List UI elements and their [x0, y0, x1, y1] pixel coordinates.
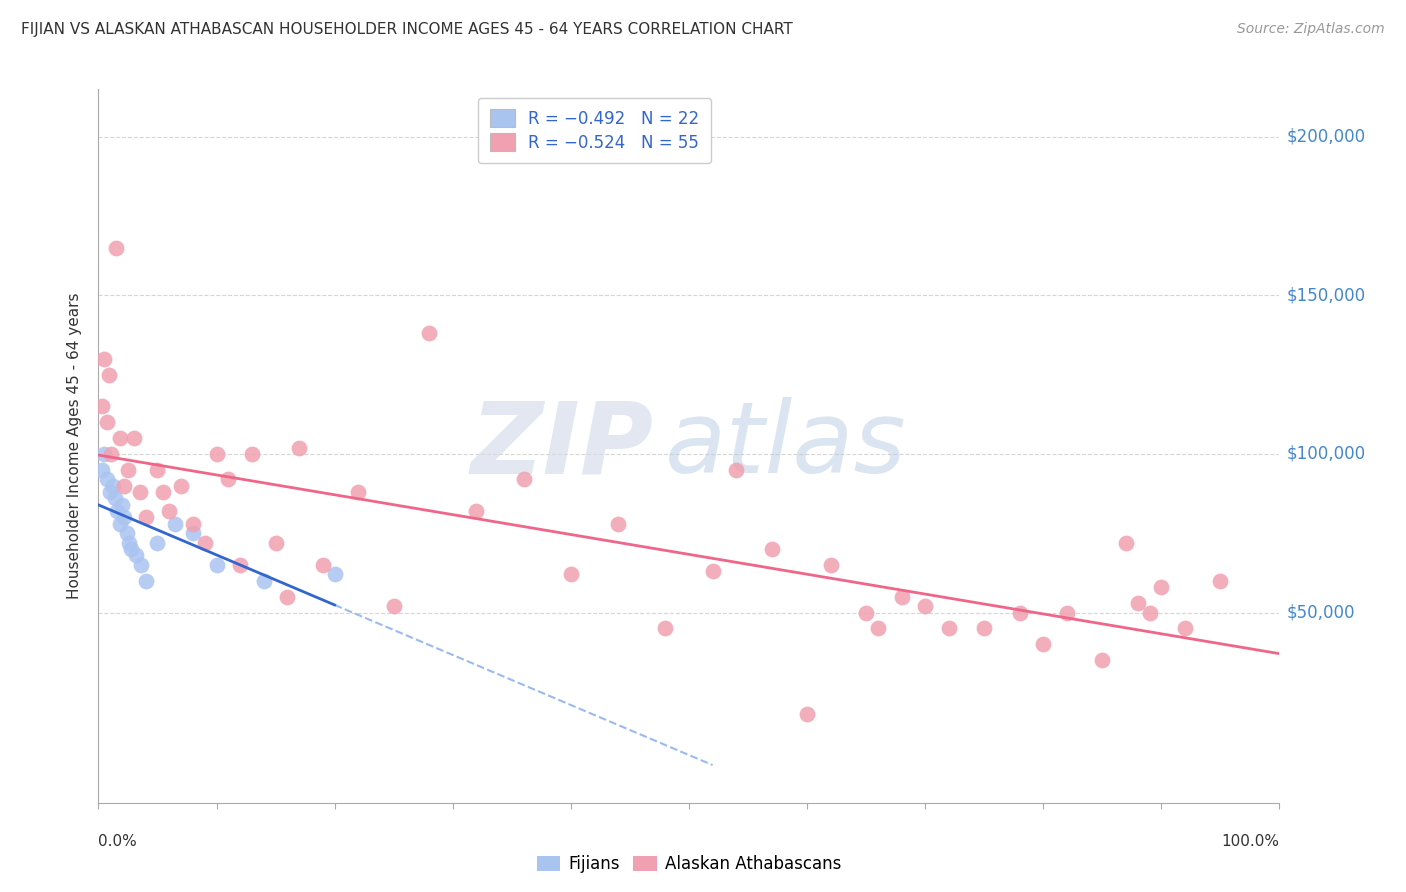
Point	[820, 558, 842, 572]
Text: $100,000: $100,000	[1286, 445, 1365, 463]
Text: $200,000: $200,000	[1286, 128, 1365, 145]
Point	[973, 621, 995, 635]
Point	[112, 478, 135, 492]
Point	[100, 447, 122, 461]
Point	[890, 590, 912, 604]
Point	[914, 599, 936, 614]
Point	[347, 485, 370, 500]
Point	[796, 706, 818, 721]
Point	[117, 463, 139, 477]
Text: 0.0%: 0.0%	[98, 834, 138, 849]
Point	[125, 549, 148, 563]
Point	[1056, 606, 1078, 620]
Point	[112, 510, 135, 524]
Point	[1115, 535, 1137, 549]
Point	[607, 516, 630, 531]
Point	[129, 558, 152, 572]
Point	[101, 478, 124, 492]
Point	[205, 558, 228, 572]
Point	[152, 485, 174, 500]
Point	[418, 326, 440, 341]
Point	[761, 542, 783, 557]
Point	[560, 567, 582, 582]
Point	[1139, 606, 1161, 620]
Point	[312, 558, 335, 572]
Point	[1209, 574, 1232, 588]
Point	[91, 463, 114, 477]
Point	[146, 535, 169, 549]
Point	[111, 498, 134, 512]
Text: FIJIAN VS ALASKAN ATHABASCAN HOUSEHOLDER INCOME AGES 45 - 64 YEARS CORRELATION C: FIJIAN VS ALASKAN ATHABASCAN HOUSEHOLDER…	[21, 22, 793, 37]
Point	[181, 516, 204, 531]
Text: 100.0%: 100.0%	[1222, 834, 1279, 849]
Point	[118, 535, 141, 549]
Point	[91, 400, 114, 414]
Point	[1150, 580, 1173, 594]
Point	[105, 504, 128, 518]
Point	[157, 504, 180, 518]
Point	[96, 472, 118, 486]
Point	[96, 415, 118, 429]
Point	[1032, 637, 1054, 651]
Point	[725, 463, 748, 477]
Point	[229, 558, 252, 572]
Point	[253, 574, 276, 588]
Point	[170, 478, 193, 492]
Legend: Fijians, Alaskan Athabascans: Fijians, Alaskan Athabascans	[530, 849, 848, 880]
Point	[98, 485, 121, 500]
Point	[105, 241, 128, 255]
Point	[866, 621, 889, 635]
Point	[115, 526, 138, 541]
Point	[382, 599, 405, 614]
Point	[135, 510, 157, 524]
Point	[1008, 606, 1031, 620]
Text: atlas: atlas	[665, 398, 907, 494]
Point	[135, 574, 157, 588]
Point	[181, 526, 204, 541]
Point	[93, 447, 115, 461]
Point	[264, 535, 287, 549]
Point	[1126, 596, 1149, 610]
Point	[276, 590, 298, 604]
Point	[702, 564, 724, 578]
Point	[98, 368, 121, 382]
Point	[1174, 621, 1197, 635]
Point	[128, 485, 150, 500]
Point	[93, 351, 115, 366]
Point	[323, 567, 346, 582]
Point	[1091, 653, 1114, 667]
Text: ZIP: ZIP	[471, 398, 654, 494]
Text: $150,000: $150,000	[1286, 286, 1365, 304]
Point	[465, 504, 488, 518]
Point	[938, 621, 960, 635]
Point	[512, 472, 534, 486]
Point	[121, 542, 143, 557]
Point	[165, 516, 187, 531]
Point	[855, 606, 877, 620]
Point	[194, 535, 217, 549]
Point	[104, 491, 127, 506]
Point	[240, 447, 263, 461]
Point	[654, 621, 676, 635]
Point	[108, 431, 131, 445]
Point	[122, 431, 145, 445]
Point	[146, 463, 169, 477]
Text: $50,000: $50,000	[1286, 604, 1355, 622]
Y-axis label: Householder Income Ages 45 - 64 years: Householder Income Ages 45 - 64 years	[67, 293, 83, 599]
Point	[108, 516, 131, 531]
Point	[217, 472, 239, 486]
Point	[288, 441, 311, 455]
Point	[205, 447, 228, 461]
Text: Source: ZipAtlas.com: Source: ZipAtlas.com	[1237, 22, 1385, 37]
